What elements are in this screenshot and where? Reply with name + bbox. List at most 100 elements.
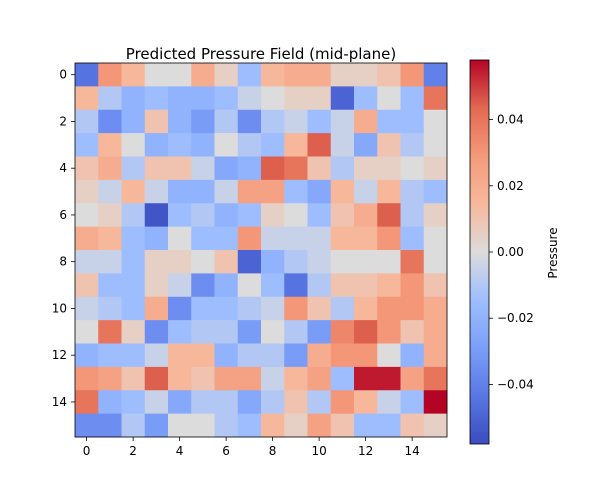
heatmap-cell [191,273,215,298]
heatmap-cell [75,109,99,134]
colorbar-tick-label: −0.04 [497,377,534,391]
heatmap-cell [423,156,448,181]
heatmap-cell [261,203,285,228]
colorbar [470,60,489,444]
heatmap-cell [377,63,401,87]
heatmap-cell [237,226,262,251]
heatmap-cell [121,273,146,298]
x-tick-label: 4 [176,444,184,458]
heatmap-cell [237,86,262,111]
heatmap-cell [261,250,285,274]
heatmap-cell [214,203,239,228]
heatmap-cell [307,86,332,111]
heatmap-cell [261,273,285,298]
heatmap-cell [307,366,332,391]
heatmap-cell [400,179,425,204]
heatmap-cell [237,250,262,274]
y-tick-label: 0 [59,68,67,82]
heatmap-cell [144,390,169,415]
heatmap-cell [98,343,122,368]
heatmap-cell [330,320,355,344]
heatmap-cell [168,179,192,204]
y-tick-label: 12 [52,348,67,362]
heatmap-cell [354,320,378,344]
heatmap-cell [144,343,169,368]
heatmap-cell [307,156,332,181]
heatmap-cell [423,390,448,415]
heatmap-cell [261,343,285,368]
heatmap-cell [121,133,146,157]
heatmap-cell [75,366,99,391]
heatmap-cell [284,203,308,228]
heatmap-cell [214,413,239,438]
heatmap-cell [75,179,99,204]
x-tick-label: 2 [129,444,137,458]
heatmap-cell [121,296,146,321]
heatmap-cell [400,273,425,298]
heatmap-cell [191,133,215,157]
heatmap-cell [284,86,308,111]
heatmap-cell [377,250,401,274]
heatmap-cell [98,413,122,438]
heatmap-cell [354,109,378,134]
heatmap-cell [144,203,169,228]
heatmap-cell [98,320,122,344]
heatmap-cell [168,156,192,181]
heatmap-cell [330,273,355,298]
heatmap-cell [144,63,169,87]
heatmap-cell [98,273,122,298]
heatmap-cell [191,203,215,228]
heatmap-cell [354,296,378,321]
colorbar-tick-label: 0.04 [497,113,524,127]
heatmap-cell [261,86,285,111]
colorbar-tick-label: 0.02 [497,179,524,193]
heatmap-cell [307,133,332,157]
heatmap-cell [307,320,332,344]
heatmap-cell [377,366,401,391]
x-tick-label: 14 [404,444,419,458]
heatmap-cell [121,250,146,274]
heatmap-cell [377,296,401,321]
heatmap-cell [261,179,285,204]
heatmap-cell [284,226,308,251]
heatmap-cell [191,390,215,415]
heatmap-cell [144,109,169,134]
heatmap-cell [237,343,262,368]
heatmap-cell [214,86,239,111]
heatmap-cell [237,133,262,157]
heatmap-cell [354,63,378,87]
heatmap-cell [237,273,262,298]
heatmap-cell [98,296,122,321]
heatmap-cell [261,63,285,87]
heatmap-cell [144,133,169,157]
heatmap-cell [423,86,448,111]
heatmap-cell [400,296,425,321]
heatmap-cell [261,390,285,415]
heatmap-cell [144,273,169,298]
heatmap-cell [307,226,332,251]
heatmap-cell [168,203,192,228]
heatmap-cell [284,133,308,157]
heatmap-cell [168,273,192,298]
heatmap-cell [261,133,285,157]
heatmap-cell [330,226,355,251]
heatmap-cell [284,273,308,298]
heatmap-cell [98,390,122,415]
colorbar-label: Pressure [546,227,560,278]
heatmap-cell [423,273,448,298]
heatmap-cell [307,296,332,321]
heatmap-cell [98,366,122,391]
heatmap-cell [330,179,355,204]
heatmap-cell [121,179,146,204]
heatmap-cell [98,226,122,251]
heatmap-cell [144,320,169,344]
heatmap-cell [121,226,146,251]
heatmap-cell [121,366,146,391]
heatmap-cell [144,179,169,204]
heatmap-cell [261,320,285,344]
heatmap-cell [400,203,425,228]
heatmap-cell [144,86,169,111]
heatmap-cell [191,296,215,321]
heatmap-cell [284,343,308,368]
heatmap-cell [191,250,215,274]
